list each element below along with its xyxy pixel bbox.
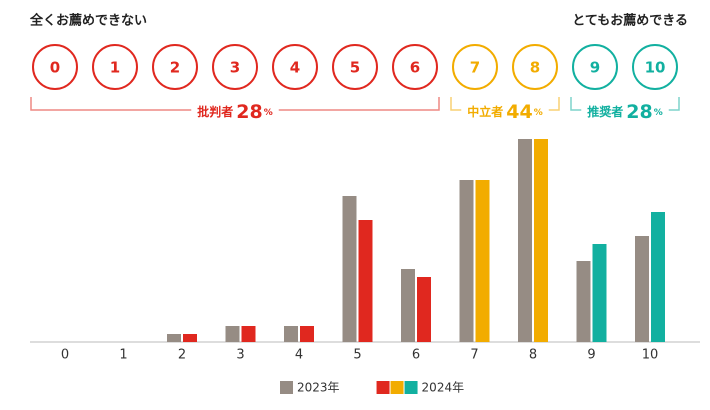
- score-circle: [452, 44, 498, 90]
- x-tick-label: 10: [642, 348, 659, 363]
- score-label: 10: [645, 59, 666, 77]
- bar: [342, 196, 357, 342]
- score-label: 5: [350, 59, 360, 77]
- x-tick-label: 3: [236, 348, 244, 363]
- group-label: 中立者 44%: [467, 101, 543, 123]
- score-circle: [212, 44, 258, 90]
- bar: [183, 334, 197, 342]
- bar: [518, 139, 532, 342]
- bar: [534, 139, 548, 342]
- group-unit: %: [654, 108, 663, 118]
- legend-swatch: [404, 381, 418, 394]
- x-tick-label: 1: [119, 348, 127, 363]
- score-circle: [272, 44, 318, 90]
- score-circle: [632, 44, 678, 90]
- bar: [459, 180, 474, 342]
- x-tick-label: 4: [295, 348, 303, 363]
- score-circle: [32, 44, 78, 90]
- legend-label: 2024年: [422, 381, 465, 395]
- score-label: 2: [170, 59, 180, 77]
- score-circle: [572, 44, 618, 90]
- legend-label: 2023年: [297, 381, 340, 395]
- x-tick-label: 8: [529, 348, 537, 363]
- bar: [225, 326, 240, 342]
- group-value: 28: [626, 101, 652, 123]
- bar: [300, 326, 314, 342]
- group-label: 批判者 28%: [197, 101, 273, 123]
- legend-swatch: [280, 381, 293, 394]
- score-circle: [392, 44, 438, 90]
- legend-swatch: [390, 381, 404, 394]
- bar: [576, 261, 591, 342]
- score-label: 9: [590, 59, 600, 77]
- group-name: 推奨者: [587, 104, 623, 119]
- right-label: とてもお薦めできる: [572, 13, 688, 29]
- score-label: 0: [50, 59, 60, 77]
- bar: [358, 220, 373, 342]
- group-unit: %: [534, 108, 543, 118]
- score-label: 7: [470, 59, 480, 77]
- score-circle: [152, 44, 198, 90]
- group-label-bg: [461, 100, 549, 123]
- bar: [284, 326, 298, 342]
- group-label: 推奨者 28%: [587, 101, 663, 123]
- legend-swatch: [376, 381, 390, 394]
- x-tick-label: 5: [353, 348, 361, 363]
- group-name: 中立者: [467, 104, 503, 119]
- group-label-bg: [581, 100, 669, 123]
- score-label: 3: [230, 59, 240, 77]
- score-circle: [512, 44, 558, 90]
- bar: [635, 236, 649, 342]
- x-tick-label: 7: [470, 348, 478, 363]
- score-label: 1: [110, 59, 120, 77]
- x-tick-label: 0: [61, 348, 69, 363]
- group-label-bg: [191, 100, 279, 123]
- x-tick-label: 6: [412, 348, 420, 363]
- group-value: 44: [506, 101, 532, 123]
- bar: [417, 277, 431, 342]
- bar: [651, 212, 665, 342]
- score-circle: [332, 44, 378, 90]
- left-label: 全くお薦めできない: [29, 13, 147, 29]
- score-label: 6: [410, 59, 420, 77]
- group-value: 28: [236, 101, 262, 123]
- group-unit: %: [264, 108, 273, 118]
- bar: [592, 244, 607, 342]
- bar: [401, 269, 415, 342]
- x-tick-label: 2: [178, 348, 186, 363]
- bar: [167, 334, 181, 342]
- group-name: 批判者: [197, 104, 233, 119]
- score-circle: [92, 44, 138, 90]
- bar: [475, 180, 490, 342]
- score-label: 8: [530, 59, 540, 77]
- x-tick-label: 9: [587, 348, 595, 363]
- bar: [241, 326, 256, 342]
- score-label: 4: [290, 59, 300, 77]
